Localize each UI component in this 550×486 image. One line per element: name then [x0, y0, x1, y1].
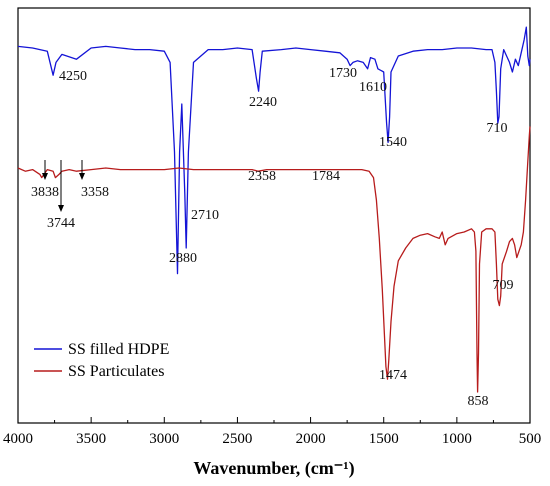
peak-label: 858	[468, 394, 489, 409]
peak-label: 3838	[31, 185, 59, 200]
peak-label: 1474	[379, 368, 407, 383]
legend-label: SS Particulates	[68, 363, 164, 380]
peak-label: 709	[493, 278, 514, 293]
peak-label: 1784	[312, 169, 340, 184]
peak-label: 2358	[248, 169, 276, 184]
series-line-0	[17, 26, 531, 275]
peak-label: 2880	[169, 251, 197, 266]
peak-label: 3358	[81, 185, 109, 200]
x-tick-label: 500	[519, 431, 542, 447]
series-line-1	[17, 126, 531, 393]
peak-label: 1540	[379, 135, 407, 150]
x-tick-label: 3500	[76, 431, 106, 447]
peak-label: 4250	[59, 69, 87, 84]
series-layer	[17, 26, 531, 393]
arrow-head	[79, 173, 85, 180]
peak-label: 710	[487, 121, 508, 136]
x-axis-title: Wavenumber, (cm⁻¹)	[193, 458, 354, 479]
plot-frame	[17, 7, 531, 424]
arrow-head	[42, 173, 48, 180]
peak-label: 2710	[191, 208, 219, 223]
x-axis-ticks: 4000 3500 3000 2500 2000 1500 1000 500	[3, 417, 541, 447]
legend: SS filled HDPE SS Particulates	[34, 341, 169, 380]
peak-label: 3744	[47, 216, 75, 231]
x-tick-label: 3000	[149, 431, 179, 447]
x-tick-label: 2000	[296, 431, 326, 447]
peak-label: 1730	[329, 66, 357, 81]
x-tick-label: 1000	[442, 431, 472, 447]
x-tick-label: 1500	[369, 431, 399, 447]
legend-label: SS filled HDPE	[68, 341, 169, 358]
x-tick-label: 4000	[3, 431, 33, 447]
peak-label: 2240	[249, 95, 277, 110]
arrow-head	[58, 205, 64, 212]
peak-label: 1610	[359, 80, 387, 95]
x-tick-label: 2500	[222, 431, 252, 447]
